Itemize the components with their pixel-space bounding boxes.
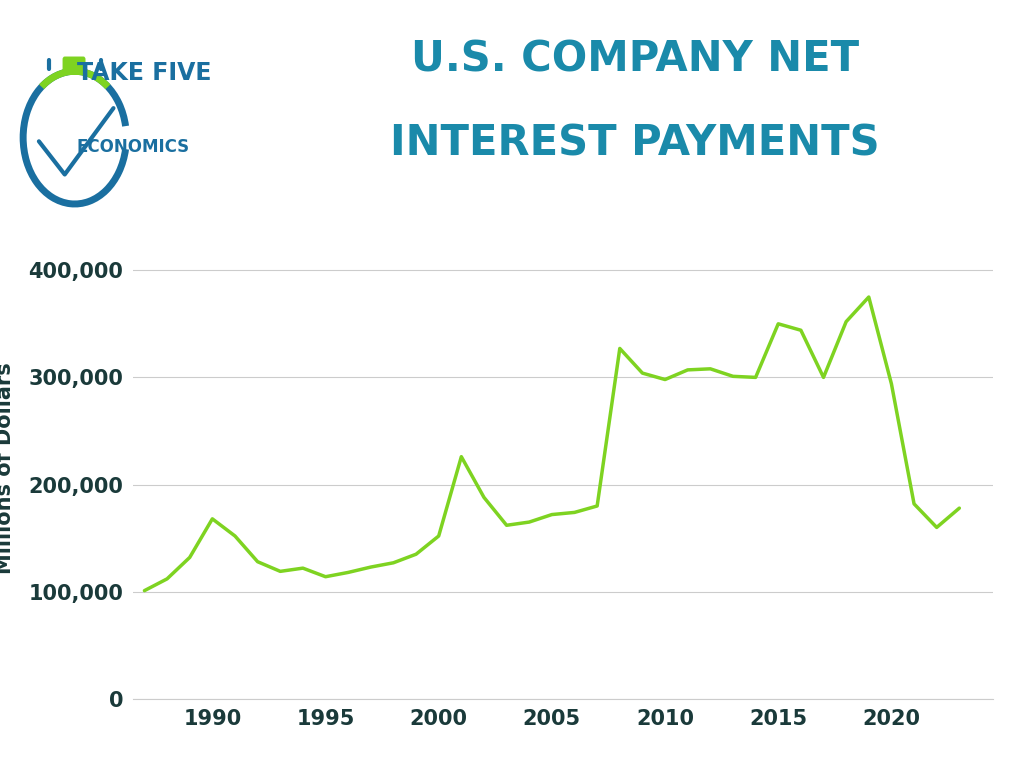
FancyBboxPatch shape bbox=[62, 57, 86, 75]
Text: INTEREST PAYMENTS: INTEREST PAYMENTS bbox=[390, 123, 880, 165]
Y-axis label: Millions of Dollars: Millions of Dollars bbox=[0, 362, 14, 574]
Text: ECONOMICS: ECONOMICS bbox=[77, 138, 189, 156]
Text: TAKE FIVE: TAKE FIVE bbox=[77, 61, 211, 85]
Text: U.S. COMPANY NET: U.S. COMPANY NET bbox=[411, 38, 859, 81]
